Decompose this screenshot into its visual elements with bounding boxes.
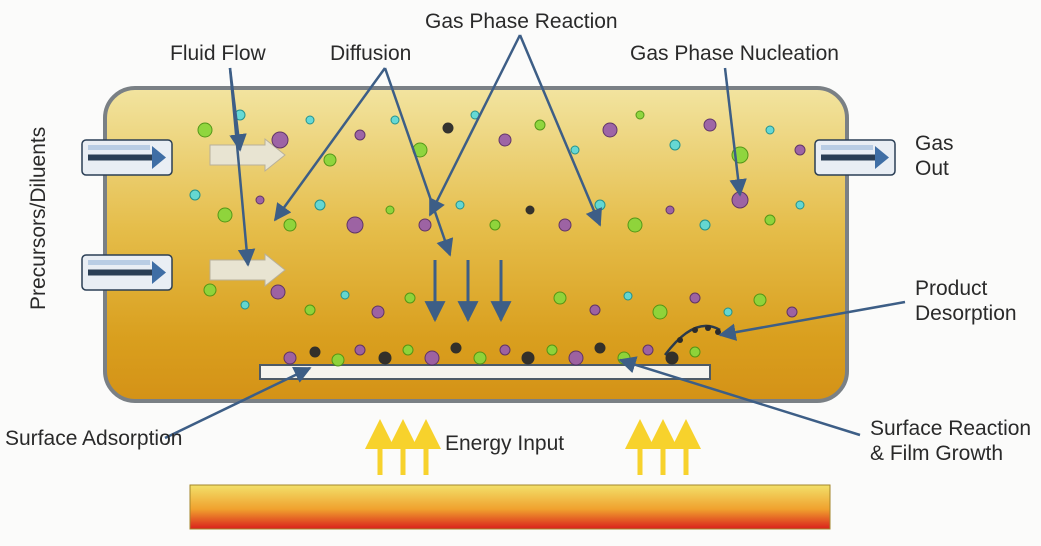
particle (256, 196, 264, 204)
particle (456, 201, 464, 209)
label-energyInput: Energy Input (445, 432, 564, 455)
particle (643, 345, 653, 355)
inlet-port-0 (82, 140, 172, 175)
desorbed-fragment (705, 325, 711, 331)
label-surfaceAdsorption: Surface Adsorption (5, 427, 182, 450)
particle (391, 116, 399, 124)
particle (595, 200, 605, 210)
particle (547, 345, 557, 355)
cvd-diagram: Fluid Flow Diffusion Gas Phase Reaction Gas… (0, 0, 1041, 546)
particle (310, 347, 320, 357)
particle (451, 343, 461, 353)
particle (765, 215, 775, 225)
particle (305, 305, 315, 315)
particle (595, 343, 605, 353)
particle (324, 154, 336, 166)
particle (332, 354, 344, 366)
label-surfReact2: & Film Growth (870, 442, 1003, 465)
particle (569, 351, 583, 365)
particle (490, 220, 500, 230)
particle (787, 307, 797, 317)
particle (690, 293, 700, 303)
particle (405, 293, 415, 303)
particle (306, 116, 314, 124)
particle (271, 285, 285, 299)
particle (666, 206, 674, 214)
particle (443, 123, 453, 133)
particle (571, 146, 579, 154)
particle (526, 206, 534, 214)
desorbed-fragment (677, 337, 683, 343)
particle (590, 305, 600, 315)
particle (670, 140, 680, 150)
particle (499, 134, 511, 146)
particle (700, 220, 710, 230)
particle (628, 218, 642, 232)
label-gasOut2: Out (915, 157, 949, 180)
particle (559, 219, 571, 231)
particle (522, 352, 534, 364)
particle (315, 200, 325, 210)
label-productDesorption1: Product (915, 277, 988, 300)
heater-bar (190, 485, 830, 529)
label-gasPhaseReaction: Gas Phase Reaction (425, 10, 618, 33)
particle (653, 305, 667, 319)
particle (795, 145, 805, 155)
particle (204, 284, 216, 296)
particle (403, 345, 413, 355)
label-surfReact1: Surface Reaction (870, 417, 1031, 440)
particle (636, 111, 644, 119)
particle (284, 219, 296, 231)
particle (690, 347, 700, 357)
particle (284, 352, 296, 364)
particle (535, 120, 545, 130)
label-gasPhaseNucleation: Gas Phase Nucleation (630, 42, 839, 65)
label-productDesorption2: Desorption (915, 302, 1017, 325)
particle (474, 352, 486, 364)
particle (218, 208, 232, 222)
desorbed-fragment (692, 327, 698, 333)
label-gasOut1: Gas (915, 132, 954, 155)
particle (624, 292, 632, 300)
particle (272, 132, 288, 148)
particle (754, 294, 766, 306)
particle (500, 345, 510, 355)
particle (766, 126, 774, 134)
inlet-port-1 (82, 255, 172, 290)
particle (425, 351, 439, 365)
particle (554, 292, 566, 304)
particle (666, 352, 678, 364)
particle (379, 352, 391, 364)
particle (386, 206, 394, 214)
particle (341, 291, 349, 299)
outlet-port (815, 140, 895, 175)
particle (355, 130, 365, 140)
label-diffusion: Diffusion (330, 42, 411, 65)
particle (198, 123, 212, 137)
particle (347, 217, 363, 233)
label-fluidFlow: Fluid Flow (170, 42, 267, 65)
particle (241, 301, 249, 309)
label-precursors: Precursors/Diluents (27, 127, 50, 310)
particle (355, 345, 365, 355)
particle (796, 201, 804, 209)
particle (704, 119, 716, 131)
particle (419, 219, 431, 231)
particle (372, 306, 384, 318)
particle (190, 190, 200, 200)
particle (724, 308, 732, 316)
particle (603, 123, 617, 137)
